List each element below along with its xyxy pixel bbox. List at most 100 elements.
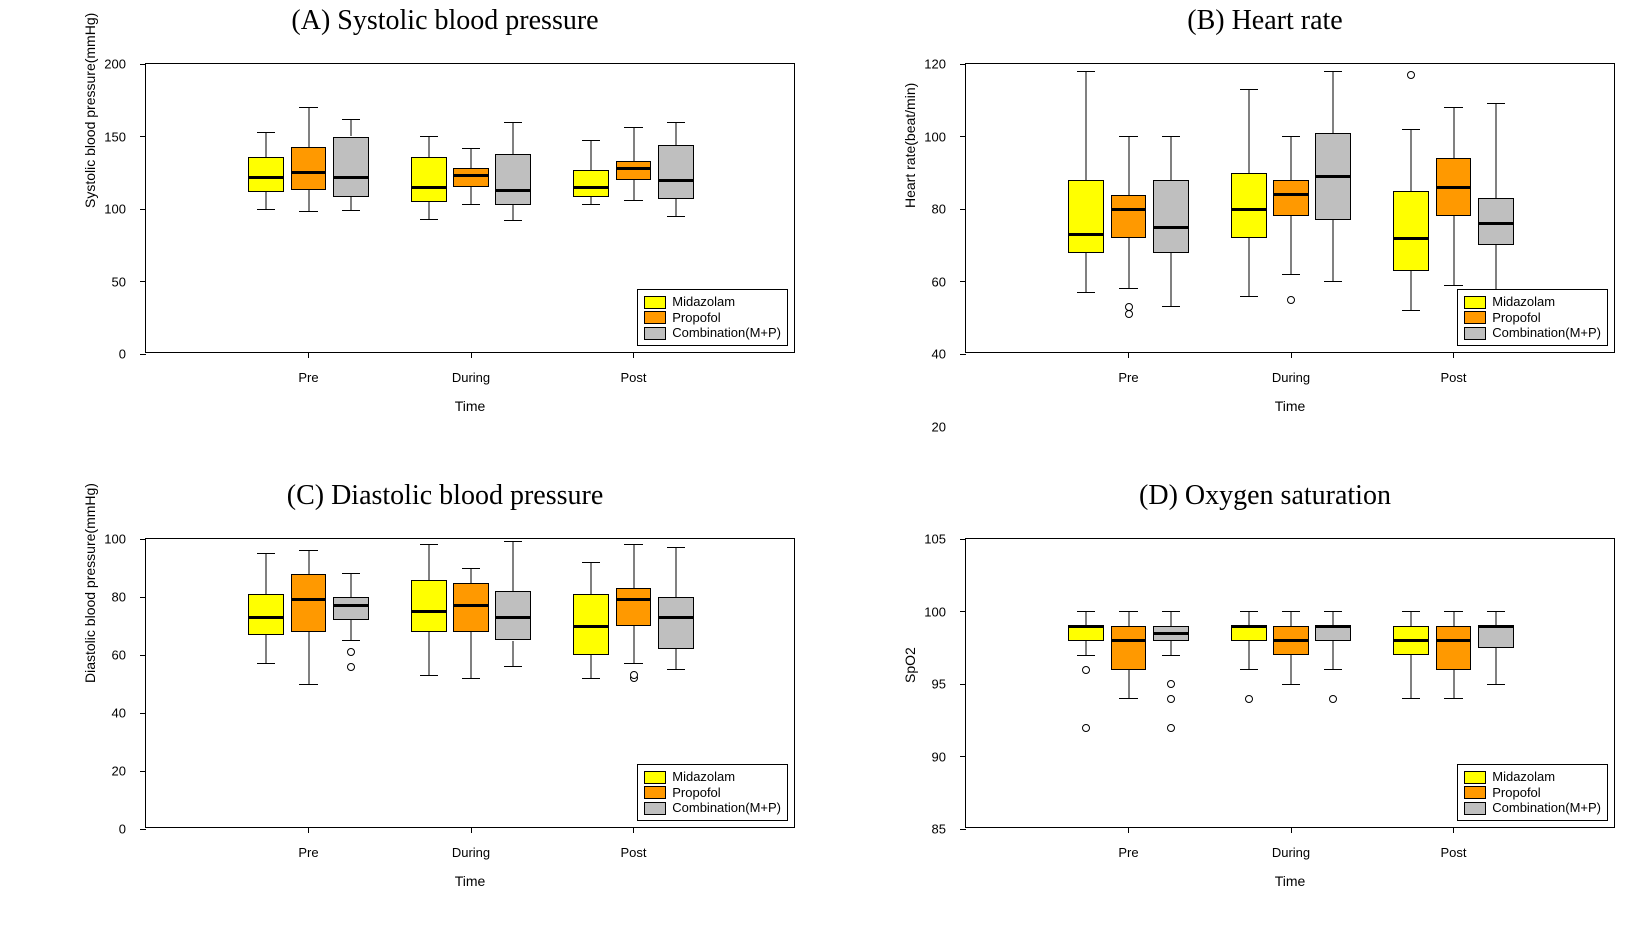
boxplot-cap — [624, 200, 642, 201]
boxplot-whisker — [1453, 216, 1454, 285]
boxplot-median — [1393, 639, 1429, 642]
boxplot-outlier — [1082, 724, 1090, 732]
legend-swatch-icon — [1464, 786, 1486, 799]
boxplot-cap — [257, 209, 275, 210]
legend-swatch-icon — [1464, 296, 1486, 309]
xtick-label: During — [452, 352, 490, 385]
boxplot-cap — [624, 544, 642, 545]
boxplot-cap — [1162, 655, 1180, 656]
legend-item: Combination(M+P) — [1464, 325, 1601, 341]
boxplot-whisker — [1291, 612, 1292, 627]
boxplot-whisker — [308, 632, 309, 684]
boxplot-cap — [624, 127, 642, 128]
boxplot-median — [1315, 175, 1351, 178]
legend-swatch-icon — [644, 802, 666, 815]
boxplot-box-combination — [495, 154, 531, 205]
boxplot-cap — [1282, 611, 1300, 612]
panel-title-D: (D) Oxygen saturation — [895, 480, 1635, 512]
boxplot-whisker — [308, 551, 309, 574]
legend-C: MidazolamPropofolCombination(M+P) — [637, 764, 788, 821]
boxplot-cap — [342, 210, 360, 211]
boxplot-cap — [1487, 611, 1505, 612]
legend-swatch-icon — [644, 327, 666, 340]
boxplot-whisker — [1128, 612, 1129, 627]
boxplot-median — [1111, 639, 1147, 642]
boxplot-whisker — [1453, 108, 1454, 159]
legend-A: MidazolamPropofolCombination(M+P) — [637, 289, 788, 346]
ytick-label: 120 — [924, 57, 966, 72]
boxplot-whisker — [471, 632, 472, 678]
boxplot-whisker — [1495, 648, 1496, 684]
boxplot-whisker — [513, 641, 514, 667]
boxplot-cap — [1162, 136, 1180, 137]
boxplot-whisker — [1291, 655, 1292, 684]
boxplot-median — [1231, 625, 1267, 628]
boxplot-whisker — [1333, 220, 1334, 282]
boxplot-box-midazolam — [248, 594, 284, 635]
boxplot-cap — [299, 684, 317, 685]
panel-B: (B) Heart rate20406080100120PreDuringPos… — [895, 5, 1635, 435]
boxplot-whisker — [266, 192, 267, 209]
legend-label: Propofol — [672, 310, 720, 326]
legend-swatch-icon — [644, 311, 666, 324]
boxplot-cap — [1240, 296, 1258, 297]
plot-area-C: 020406080100PreDuringPostMidazolamPropof… — [145, 538, 795, 828]
ytick-label: 100 — [104, 202, 146, 217]
boxplot-cap — [1444, 107, 1462, 108]
boxplot-cap — [1402, 129, 1420, 130]
boxplot-median — [248, 176, 284, 179]
figure-root: (A) Systolic blood pressure050100150200P… — [0, 0, 1645, 947]
panel-A: (A) Systolic blood pressure050100150200P… — [75, 5, 815, 435]
boxplot-cap — [1282, 684, 1300, 685]
boxplot-whisker — [591, 562, 592, 594]
boxplot-median — [1111, 208, 1147, 211]
boxplot-cap — [420, 136, 438, 137]
xtick-label: Post — [1440, 352, 1466, 385]
boxplot-median — [495, 616, 531, 619]
legend-label: Midazolam — [672, 769, 735, 785]
boxplot-box-propofol — [291, 574, 327, 632]
boxplot-box-combination — [333, 137, 369, 198]
boxplot-median — [411, 610, 447, 613]
boxplot-cap — [1282, 274, 1300, 275]
boxplot-outlier — [1407, 71, 1415, 79]
ytick-label: 100 — [924, 129, 966, 144]
boxplot-whisker — [1128, 238, 1129, 289]
boxplot-whisker — [591, 141, 592, 170]
boxplot-box-midazolam — [1231, 626, 1267, 641]
ytick-label: 80 — [112, 590, 146, 605]
boxplot-box-midazolam — [1068, 626, 1104, 641]
boxplot-median — [1273, 639, 1309, 642]
boxplot-median — [1478, 625, 1514, 628]
legend-swatch-icon — [644, 771, 666, 784]
boxplot-median — [573, 186, 609, 189]
boxplot-median — [411, 186, 447, 189]
boxplot-box-combination — [333, 597, 369, 620]
legend-label: Combination(M+P) — [1492, 325, 1601, 341]
boxplot-whisker — [675, 548, 676, 597]
ytick-label: 60 — [112, 648, 146, 663]
boxplot-cap — [420, 544, 438, 545]
legend-item: Midazolam — [644, 769, 781, 785]
boxplot-box-combination — [1315, 626, 1351, 641]
boxplot-whisker — [1453, 670, 1454, 699]
ytick-label: 40 — [932, 347, 966, 362]
boxplot-cap — [1119, 136, 1137, 137]
boxplot-cap — [1282, 136, 1300, 137]
panel-title-B: (B) Heart rate — [895, 5, 1635, 37]
boxplot-cap — [342, 119, 360, 120]
boxplot-whisker — [675, 649, 676, 669]
boxplot-whisker — [1411, 655, 1412, 699]
ytick-label: 20 — [112, 764, 146, 779]
boxplot-box-propofol — [453, 168, 489, 187]
boxplot-cap — [667, 122, 685, 123]
boxplot-whisker — [428, 632, 429, 676]
boxplot-cap — [624, 663, 642, 664]
xlabel-D: Time — [965, 873, 1615, 889]
legend-swatch-icon — [1464, 327, 1486, 340]
boxplot-box-midazolam — [1068, 180, 1104, 253]
boxplot-box-midazolam — [411, 157, 447, 202]
boxplot-cap — [462, 148, 480, 149]
legend-swatch-icon — [1464, 771, 1486, 784]
boxplot-whisker — [1086, 253, 1087, 293]
